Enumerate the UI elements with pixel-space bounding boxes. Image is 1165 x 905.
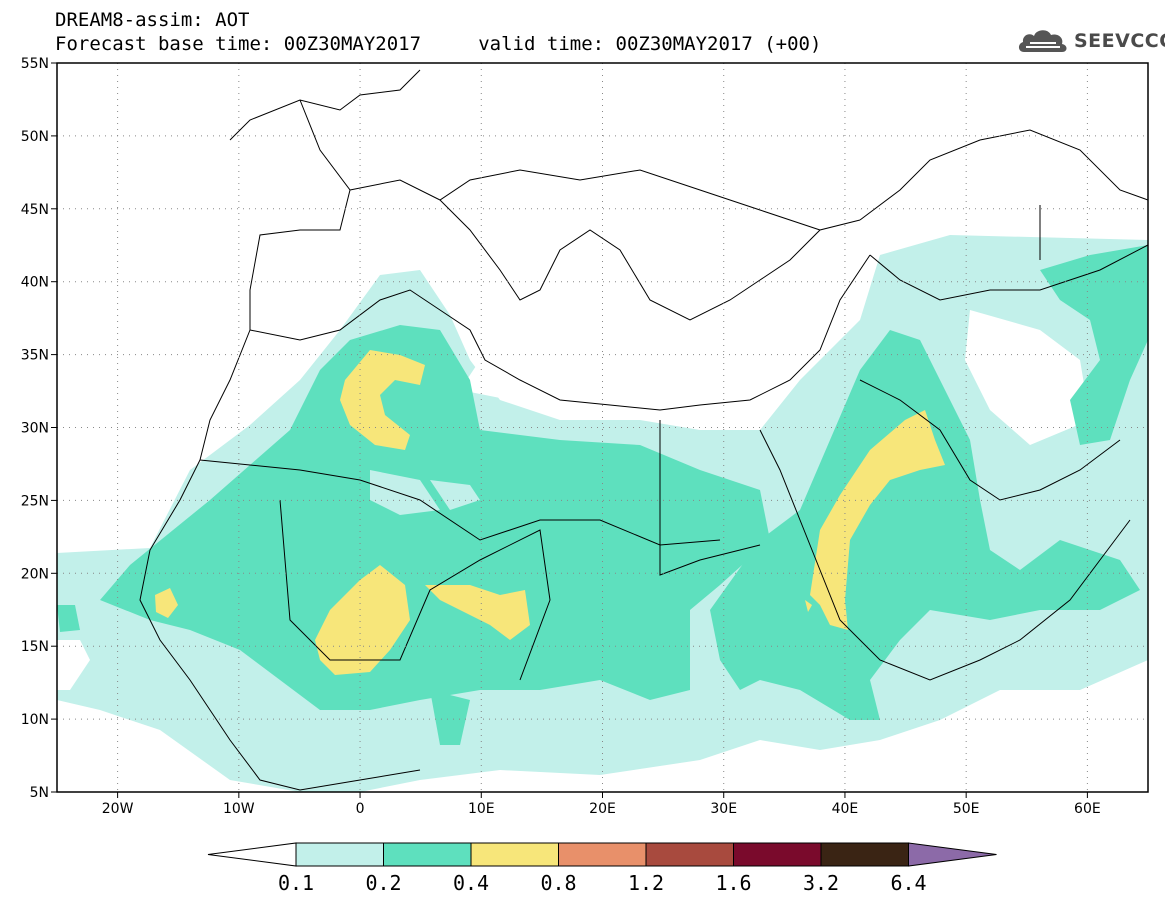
lat-tick-label: 45N [21, 202, 49, 218]
lat-tick-label: 50N [21, 129, 49, 145]
cloud-icon [1018, 30, 1067, 52]
colorbar-box [295, 842, 384, 867]
colorbar-box [470, 842, 559, 867]
coastlines-borders [139, 69, 1148, 791]
lat-tick-label: 5N [30, 785, 49, 801]
shading-aot-0-2 [57, 245, 1148, 745]
colorbar-level-label: 0.2 [365, 871, 401, 895]
colorbar-max-triangle [908, 842, 997, 867]
lon-tick-label: 10W [223, 801, 255, 817]
lat-tick-label: 30N [21, 421, 49, 437]
lon-tick-label: 50E [953, 801, 980, 817]
lon-tick-label: 60E [1074, 801, 1101, 817]
shading-clear-gap-2 [370, 470, 480, 515]
colorbar-box [820, 842, 909, 867]
lat-tick-label: 25N [21, 493, 49, 509]
colorbar-box [733, 842, 822, 867]
colorbar-min-triangle [207, 842, 297, 867]
colorbar: 0.1 0.2 0.4 0.8 1.2 1.6 3.2 6.4 [207, 842, 997, 895]
lat-tick-label: 20N [21, 566, 49, 582]
forecast-times: Forecast base time: 00Z30MAY2017 valid t… [55, 33, 822, 55]
lat-tick-label: 10N [21, 712, 49, 728]
lon-tick-label: 10E [468, 801, 495, 817]
lon-tick-label: 20E [589, 801, 616, 817]
latitude-axis: 55N 50N 45N 40N 35N 30N 25N 20N 15N 10N 5N [21, 56, 57, 801]
shading-aot-0-4 [155, 350, 945, 675]
seevccc-logo: SEEVCCC [1016, 26, 1165, 56]
chart-title: DREAM8-assim: AOT [55, 9, 250, 31]
lat-tick-label: 40N [21, 275, 49, 291]
colorbar-level-label: 0.1 [278, 871, 314, 895]
plot-area [57, 63, 1148, 792]
colorbar-level-label: 1.2 [628, 871, 664, 895]
lon-tick-label: 0 [356, 801, 365, 817]
lat-tick-label: 35N [21, 348, 49, 364]
colorbar-box [383, 842, 472, 867]
colorbar-level-label: 0.8 [540, 871, 576, 895]
colorbar-level-label: 3.2 [803, 871, 839, 895]
lat-tick-label: 15N [21, 639, 49, 655]
lon-tick-label: 20W [102, 801, 134, 817]
colorbar-level-label: 1.6 [715, 871, 751, 895]
colorbar-level-label: 0.4 [453, 871, 489, 895]
colorbar-level-label: 6.4 [890, 871, 926, 895]
colorbar-box [558, 842, 647, 867]
longitude-axis: 20W 10W 0 10E 20E 30E 40E 50E 60E [102, 792, 1101, 817]
lat-tick-label: 55N [21, 56, 49, 72]
colorbar-box [645, 842, 734, 867]
lon-tick-label: 30E [710, 801, 737, 817]
logo-text: SEEVCCC [1074, 30, 1165, 52]
lon-tick-label: 40E [832, 801, 859, 817]
